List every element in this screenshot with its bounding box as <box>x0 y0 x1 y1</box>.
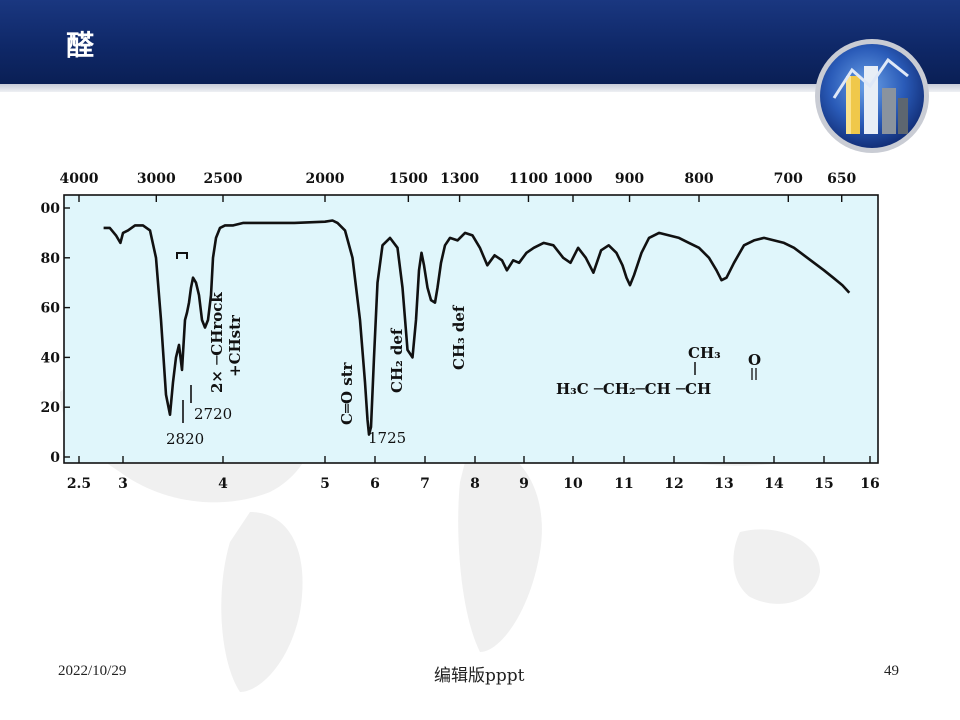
ir-spectrum-chart: 4000 3000 2500 2000 1500 1300 1100 1000 900 800 70… <box>40 171 880 492</box>
y-tick-label: 80 <box>41 251 61 267</box>
left-axis: 0 20 40 60 80 100 <box>40 201 70 466</box>
x-tick-label: 7 <box>420 476 430 492</box>
x-tick-label: 11 <box>614 476 633 492</box>
x-tick-label: 10 <box>563 476 583 492</box>
top-tick-label: 650 <box>827 171 856 187</box>
top-tick-label: 2500 <box>204 171 243 187</box>
page-number: 49 <box>884 663 899 679</box>
y-tick-label: 20 <box>41 400 61 416</box>
footer-date: 2022/10/29 <box>58 663 127 679</box>
plot-background <box>63 194 879 464</box>
slide-title: 醛 <box>66 29 95 62</box>
y-tick-label: 0 <box>50 450 60 466</box>
x-tick-label: 4 <box>218 476 228 492</box>
x-tick-label: 12 <box>664 476 683 492</box>
x-tick-label: 14 <box>764 476 784 492</box>
formula-main-chain: H₃C ─CH₂─CH ─CH <box>556 380 711 398</box>
x-tick-label: 6 <box>370 476 380 492</box>
top-tick-label: 900 <box>615 171 644 187</box>
top-tick-label: 1000 <box>554 171 593 187</box>
top-tick-label: 2000 <box>306 171 345 187</box>
top-tick-label: 1500 <box>389 171 428 187</box>
x-tick-label: 13 <box>714 476 733 492</box>
annotation-ch3-def: CH₃ def <box>450 304 468 370</box>
top-tick-label: 3000 <box>137 171 176 187</box>
y-tick-label: 60 <box>41 301 61 317</box>
x-tick-label: 8 <box>470 476 480 492</box>
title-bar <box>0 0 960 84</box>
title-bar-stripe <box>0 84 960 92</box>
annotation-2720: 2720 <box>194 405 232 423</box>
annotation-1725: 1725 <box>368 429 406 447</box>
annotation-ch2-def: CH₂ def <box>388 327 406 393</box>
x-tick-label: 16 <box>860 476 879 492</box>
x-tick-label: 2.5 <box>67 476 91 492</box>
annotation-co-str: C═O str <box>338 361 356 425</box>
top-tick-label: 4000 <box>60 171 99 187</box>
y-tick-label: 40 <box>41 350 61 366</box>
top-axis: 4000 3000 2500 2000 1500 1300 1100 1000 900 800 70… <box>60 171 857 202</box>
footer-center-text: 编辑版pppt <box>434 666 525 686</box>
x-tick-label: 9 <box>519 476 529 492</box>
top-tick-label: 800 <box>684 171 713 187</box>
annotation-ch-rock: 2× ─CHrock <box>208 292 226 393</box>
annotation-ch-str: +CHstr <box>226 314 244 377</box>
structural-formula: CH₃ H₃C ─CH₂─CH ─CH O <box>556 344 761 398</box>
x-tick-label: 15 <box>814 476 833 492</box>
annotation-2820: 2820 <box>166 430 204 448</box>
top-tick-label: 1100 <box>509 171 548 187</box>
top-tick-label: 700 <box>774 171 803 187</box>
bracket-ch <box>176 252 188 259</box>
formula-carbonyl-o: O <box>748 351 761 369</box>
spectrum-trace <box>103 219 851 436</box>
bottom-axis: 2.5 3 4 5 6 7 8 9 10 11 12 13 14 15 16 <box>67 456 880 492</box>
y-tick-label: 100 <box>40 201 60 217</box>
chart-logo-icon <box>815 39 929 153</box>
x-tick-label: 3 <box>118 476 128 492</box>
top-tick-label: 1300 <box>440 171 479 187</box>
x-tick-label: 5 <box>320 476 330 492</box>
formula-ch3: CH₃ <box>688 344 721 362</box>
